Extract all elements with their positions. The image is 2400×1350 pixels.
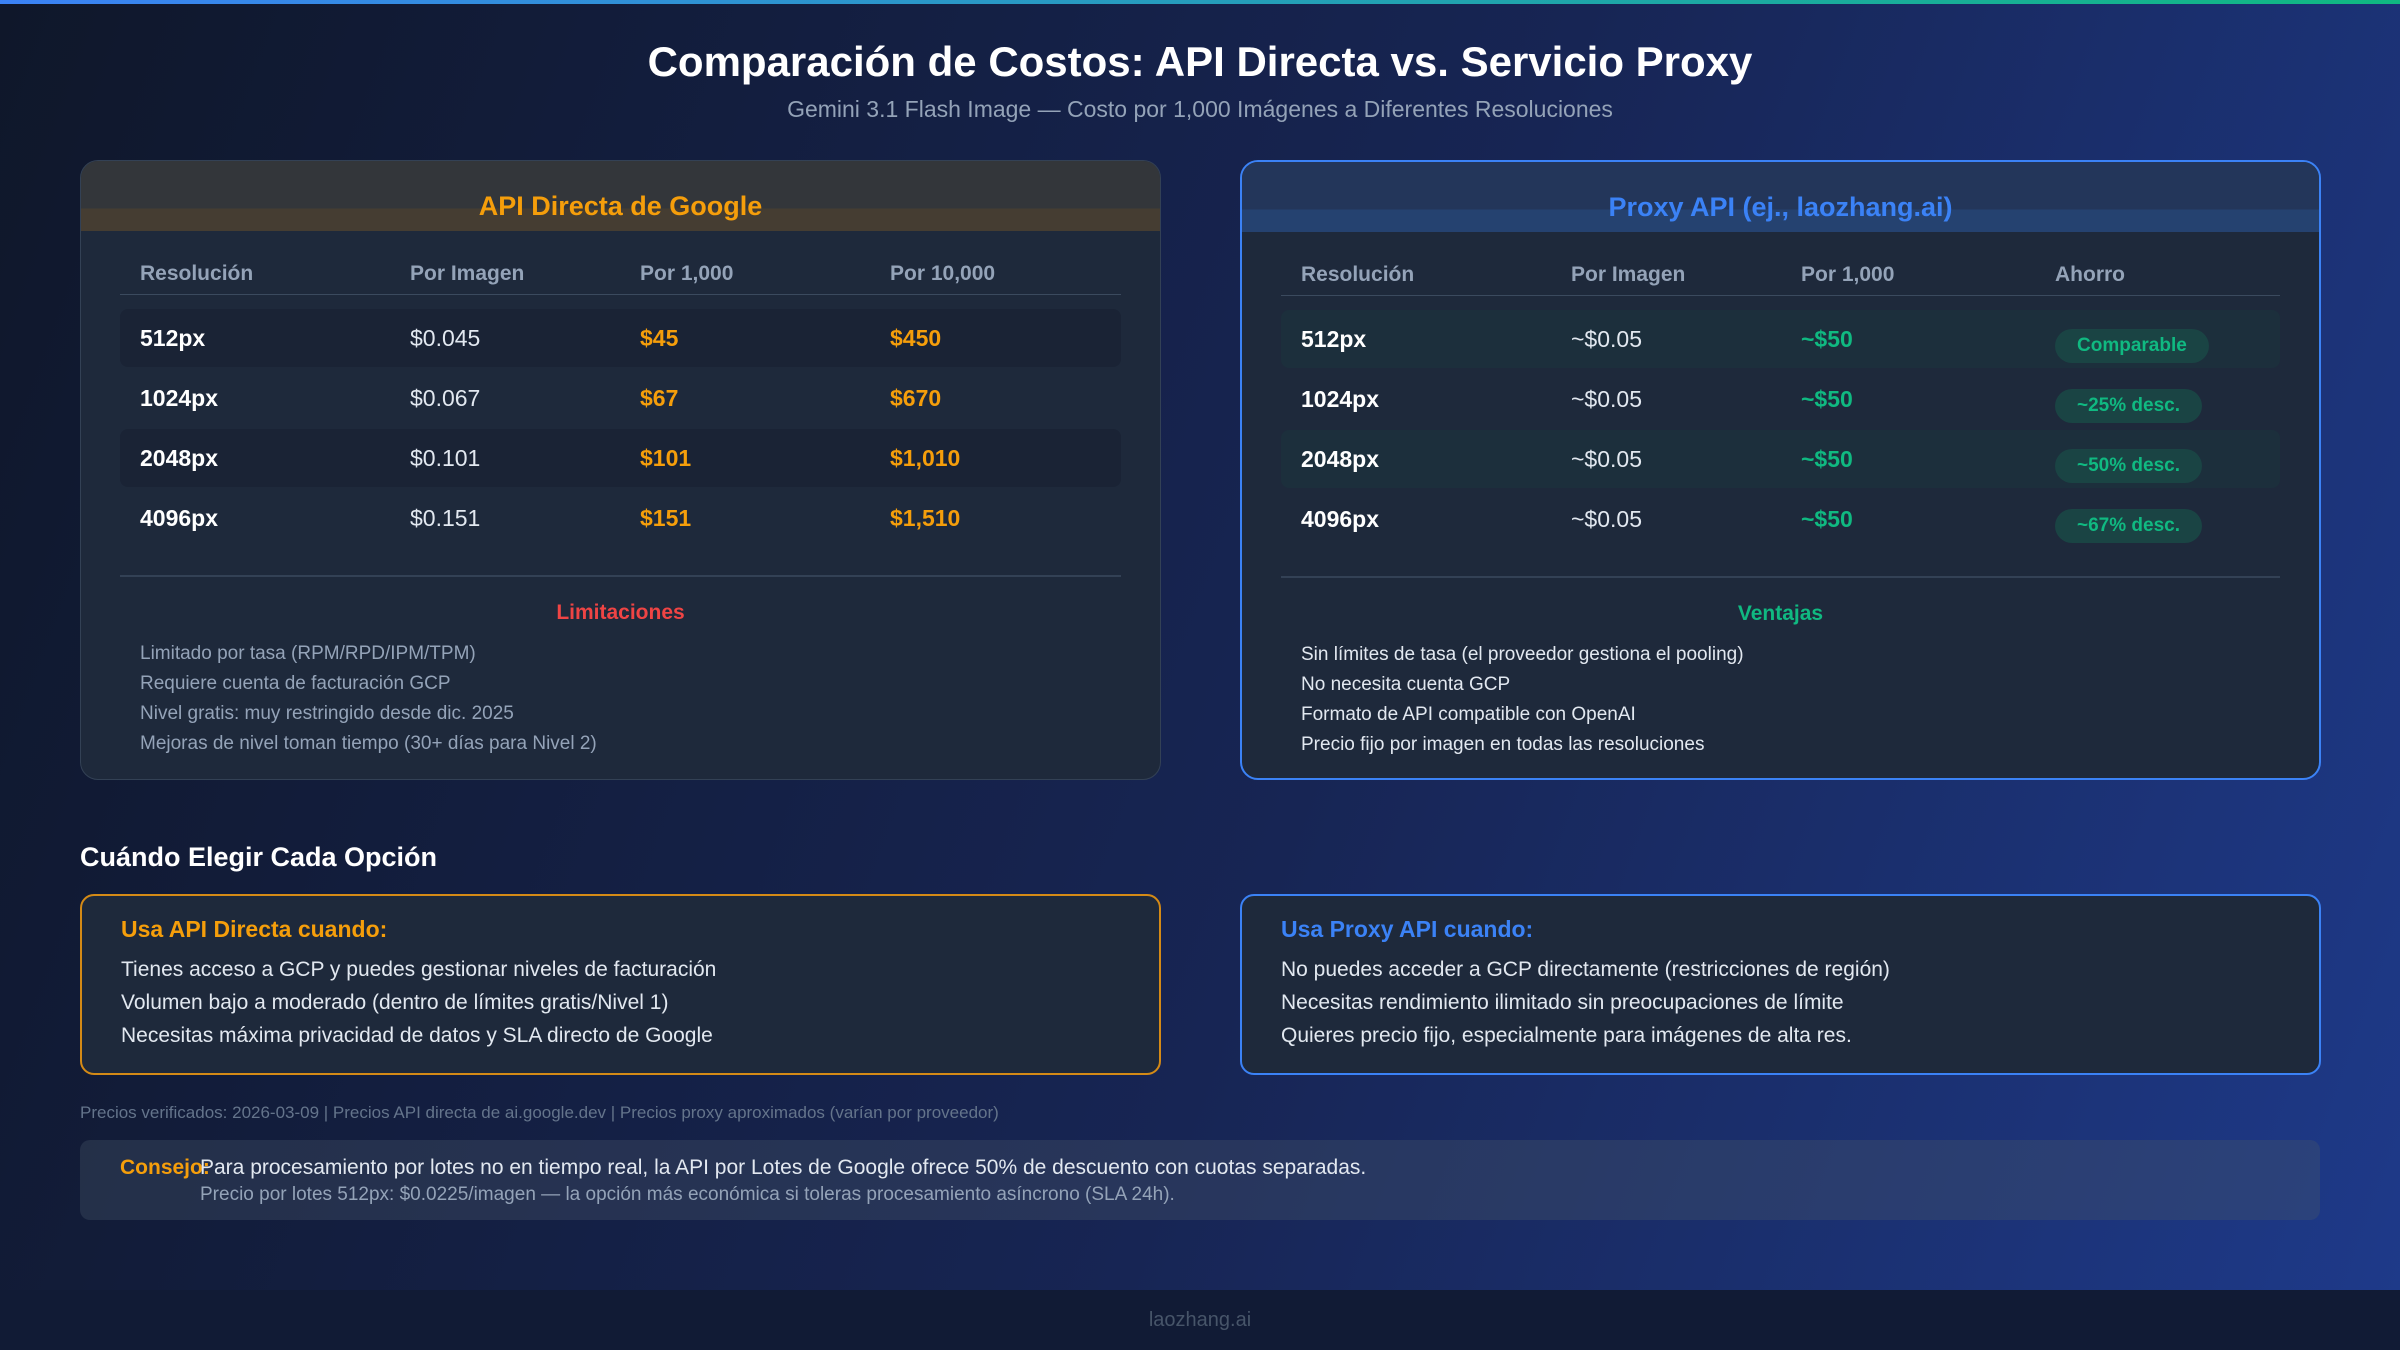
table-row: 512px $0.045 $45 $450 [120,309,1121,367]
pricing-footnote: Precios verificados: 2026-03-09 | Precio… [80,1103,999,1122]
direct-api-card-title: API Directa de Google [81,161,1160,231]
resolution-cell: 4096px [1301,505,1380,532]
per-10000-cell: $1,010 [890,444,961,471]
resolution-cell: 4096px [140,504,219,531]
column-header: Resolución [140,261,254,285]
column-header: Por 1,000 [640,261,734,285]
limitations-title: Limitaciones [556,601,685,624]
list-item: Sin límites de tasa (el proveedor gestio… [1301,644,1744,665]
column-header: Resolución [1301,262,1415,286]
per-1000-cell: $45 [640,324,679,351]
proxy-pricing-table: Resolución Por Imagen Por 1,000 Ahorro 5… [1281,254,2280,548]
direct-pricing-table: Resolución Por Imagen Por 1,000 Por 10,0… [120,253,1121,547]
list-item: Requiere cuenta de facturación GCP [140,673,451,694]
per-10000-cell: $670 [890,384,942,411]
per-1000-cell: ~$50 [1801,385,1853,412]
table-row: 4096px $0.151 $151 $1,510 [120,489,1121,547]
per-1000-cell: ~$50 [1801,505,1853,532]
savings-badge: ~67% desc. [2055,509,2202,543]
column-header: Por 10,000 [890,261,996,285]
use-direct-heading: Usa API Directa cuando: [121,916,388,942]
list-item: Quieres precio fijo, especialmente para … [1281,1024,1852,1047]
use-proxy-heading: Usa Proxy API cuando: [1281,916,1534,942]
use-direct-box: Usa API Directa cuando: Tienes acceso a … [80,894,1161,1075]
advantages-list: Sin límites de tasa (el proveedor gestio… [1301,640,2319,760]
per-image-cell: ~$0.05 [1571,505,1642,532]
list-item: Precio fijo por imagen en todas las reso… [1301,734,1705,755]
table-header: Resolución Por Imagen Por 1,000 Ahorro [1281,254,2280,296]
list-item: Nivel gratis: muy restringido desde dic.… [140,703,514,724]
per-10000-cell: $450 [890,324,942,351]
tip-label: Consejo: [120,1156,210,1179]
per-image-cell: ~$0.05 [1571,445,1642,472]
use-proxy-box: Usa Proxy API cuando: No puedes acceder … [1240,894,2321,1075]
advantages-title: Ventajas [1737,602,1824,625]
table-header: Resolución Por Imagen Por 1,000 Por 10,0… [120,253,1121,295]
tip-box: Consejo: Para procesamiento por lotes no… [80,1140,2320,1220]
table-row: 4096px ~$0.05 ~$50 ~67% desc. [1281,490,2280,548]
per-image-cell: $0.151 [410,504,481,531]
per-1000-cell: ~$50 [1801,445,1853,472]
table-row: 2048px ~$0.05 ~$50 ~50% desc. [1281,430,2280,488]
list-item: No necesita cuenta GCP [1301,674,1511,695]
list-item: Tienes acceso a GCP y puedes gestionar n… [121,958,717,981]
divider [1281,576,2280,578]
resolution-cell: 512px [1301,325,1367,352]
savings-badge: Comparable [2055,329,2209,363]
table-row: 1024px ~$0.05 ~$50 ~25% desc. [1281,370,2280,428]
list-item: Limitado por tasa (RPM/RPD/IPM/TPM) [140,643,476,664]
when-to-choose-heading: Cuándo Elegir Cada Opción [80,842,438,872]
resolution-cell: 1024px [140,384,219,411]
resolution-cell: 1024px [1301,385,1380,412]
list-item: Volumen bajo a moderado (dentro de límit… [121,991,669,1014]
tip-text: Para procesamiento por lotes no en tiemp… [200,1156,1367,1179]
tip-subtext: Precio por lotes 512px: $0.0225/imagen —… [200,1184,1175,1205]
limitations-list: Limitado por tasa (RPM/RPD/IPM/TPM) Requ… [140,639,1160,759]
column-header: Por Imagen [410,261,525,285]
savings-badge: ~25% desc. [2055,389,2202,423]
list-item: Necesitas máxima privacidad de datos y S… [121,1024,713,1047]
per-1000-cell: $67 [640,384,679,411]
list-item: Necesitas rendimiento ilimitado sin preo… [1281,991,1844,1014]
list-item: Formato de API compatible con OpenAI [1301,704,1636,725]
proxy-api-card: Proxy API (ej., laozhang.ai) Resolución … [1240,160,2321,780]
resolution-cell: 512px [140,324,206,351]
use-proxy-list: No puedes acceder a GCP directamente (re… [1281,953,2280,1052]
page-title: Comparación de Costos: API Directa vs. S… [647,38,1753,85]
per-image-cell: ~$0.05 [1571,385,1642,412]
use-direct-list: Tienes acceso a GCP y puedes gestionar n… [121,953,1120,1052]
per-image-cell: $0.101 [410,444,481,471]
page-subtitle: Gemini 3.1 Flash Image — Costo por 1,000… [787,96,1613,122]
savings-badge: ~50% desc. [2055,449,2202,483]
resolution-cell: 2048px [1301,445,1380,472]
page-header: Comparación de Costos: API Directa vs. S… [0,32,2400,123]
list-item: No puedes acceder a GCP directamente (re… [1281,958,1890,981]
per-image-cell: $0.045 [410,324,481,351]
list-item: Mejoras de nivel toman tiempo (30+ días … [140,733,597,754]
divider [120,575,1121,577]
direct-api-card: API Directa de Google Resolución Por Ima… [80,160,1161,780]
table-row: 1024px $0.067 $67 $670 [120,369,1121,427]
column-header: Ahorro [2055,262,2125,286]
per-1000-cell: ~$50 [1801,325,1853,352]
per-10000-cell: $1,510 [890,504,961,531]
column-header: Por Imagen [1571,262,1686,286]
footer-brand: laozhang.ai [0,1290,2400,1350]
per-image-cell: ~$0.05 [1571,325,1642,352]
column-header: Por 1,000 [1801,262,1895,286]
per-1000-cell: $151 [640,504,692,531]
per-image-cell: $0.067 [410,384,481,411]
table-row: 512px ~$0.05 ~$50 Comparable [1281,310,2280,368]
table-row: 2048px $0.101 $101 $1,010 [120,429,1121,487]
per-1000-cell: $101 [640,444,692,471]
resolution-cell: 2048px [140,444,219,471]
top-accent-bar [0,0,2400,4]
proxy-api-card-title: Proxy API (ej., laozhang.ai) [1242,162,2319,232]
